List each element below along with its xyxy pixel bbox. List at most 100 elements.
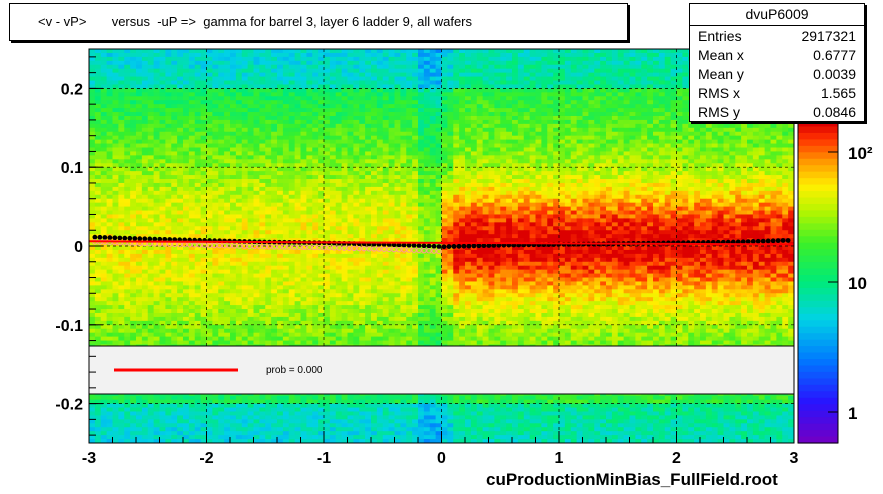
profile-point-open (221, 242, 228, 249)
profile-point (102, 235, 108, 240)
stats-row-rms-y: RMS y 0.0846 (698, 104, 856, 120)
profile-point (770, 238, 776, 244)
color-scale-bar: 1 10 10² (797, 119, 873, 444)
profile-point-open (241, 243, 248, 249)
profile-point-open (341, 245, 347, 251)
profile-point (416, 243, 422, 249)
profile-point-open (211, 242, 218, 249)
profile-point (97, 234, 103, 240)
y-tick-label: 0 (74, 239, 83, 256)
x-tick-label: -3 (82, 450, 96, 467)
profile-point-open (301, 244, 308, 251)
stats-divider (690, 25, 864, 26)
profile-point-open (421, 247, 427, 254)
fit-legend-label: prob = 0.000 (266, 365, 323, 376)
profile-point (466, 243, 472, 249)
profile-point-open (316, 244, 323, 251)
profile-point (481, 243, 487, 249)
profile-point (122, 235, 128, 241)
profile-point-open (386, 246, 392, 253)
stats-row-rms-x: RMS x 1.565 (698, 85, 856, 101)
profile-point (476, 243, 482, 249)
y-tick-label: -0.1 (55, 318, 83, 335)
profile-point-open (261, 244, 268, 250)
profile-point-open (321, 244, 327, 251)
x-tick-label: 1 (555, 450, 564, 467)
profile-point-open (391, 246, 397, 253)
profile-point-open (411, 247, 417, 253)
profile-point (406, 242, 412, 248)
profile-point (436, 244, 442, 250)
profile-point-open (326, 245, 332, 251)
profile-point (396, 242, 402, 248)
profile-point-open (216, 242, 223, 249)
y-tick-label: 0.1 (61, 160, 83, 177)
profile-point (750, 239, 756, 244)
colorbar-tick-label: 10 (848, 274, 867, 293)
profile-point-open (366, 246, 372, 252)
profile-point (441, 244, 447, 250)
profile-point-open (266, 244, 273, 250)
profile-point-open (431, 248, 437, 254)
profile-point (107, 235, 113, 241)
profile-point (456, 243, 462, 249)
profile-point (491, 242, 497, 248)
profile-point (431, 243, 437, 249)
x-tick-label: 3 (790, 450, 799, 467)
profile-point-open (436, 248, 442, 255)
profile-point-open (396, 247, 402, 253)
fit-line (88, 240, 795, 246)
x-tick-label: 2 (672, 450, 681, 467)
profile-point-open (361, 245, 367, 252)
profile-point (426, 243, 432, 249)
profile-point (152, 236, 158, 242)
profile-point (92, 234, 98, 240)
profile-point (780, 238, 786, 243)
profile-point-open (226, 243, 233, 249)
profile-point-open (246, 243, 253, 250)
stats-row-mean-x: Mean x 0.6777 (698, 47, 856, 63)
y-tick-label: 0.2 (61, 81, 83, 98)
file-name-label: cuProductionMinBias_FullField.root (486, 470, 778, 489)
profile-point (735, 239, 741, 245)
profile-point (451, 244, 457, 249)
profile-point-open (381, 246, 387, 252)
profile-point (157, 236, 163, 242)
profile-point (127, 235, 133, 241)
profile-point (740, 239, 746, 245)
profile-point (461, 243, 467, 249)
profile-point (745, 239, 751, 245)
profile-point (421, 243, 427, 249)
profile-point-open (251, 243, 258, 250)
profile-point-open (426, 248, 432, 254)
stats-title: dvuP6009 (745, 6, 809, 22)
profile-point-open (276, 244, 283, 250)
profile-point (142, 236, 148, 242)
profile-point-open (331, 245, 337, 251)
profile-point (411, 243, 417, 248)
profile-point-open (231, 243, 238, 249)
profile-point (446, 244, 452, 249)
profile-point-open (112, 239, 118, 246)
profile-point-open (291, 244, 298, 250)
profile-point (785, 238, 791, 243)
profile-point-open (296, 244, 303, 250)
profile-point-open (336, 245, 342, 251)
profile-point-open (401, 247, 407, 253)
profile-point-open (286, 244, 293, 250)
profile-point-open (416, 247, 422, 254)
plot-title-box: <v - vP> versus -uP => gamma for barrel … (9, 3, 628, 41)
profile-point-open (406, 247, 412, 253)
colorbar-tick-label: 1 (848, 404, 857, 423)
stats-row-mean-y: Mean y 0.0039 (698, 66, 856, 82)
profile-point (401, 242, 407, 248)
profile-point-open (206, 242, 213, 248)
profile-point-open (306, 244, 313, 251)
profile-point-open (236, 243, 243, 249)
colorbar-tick-label: 10² (848, 144, 873, 163)
profile-point-open (346, 245, 352, 251)
profile-point (162, 236, 168, 242)
profile-point (147, 236, 153, 242)
profile-point (486, 243, 492, 248)
profile-point-open (311, 244, 318, 251)
